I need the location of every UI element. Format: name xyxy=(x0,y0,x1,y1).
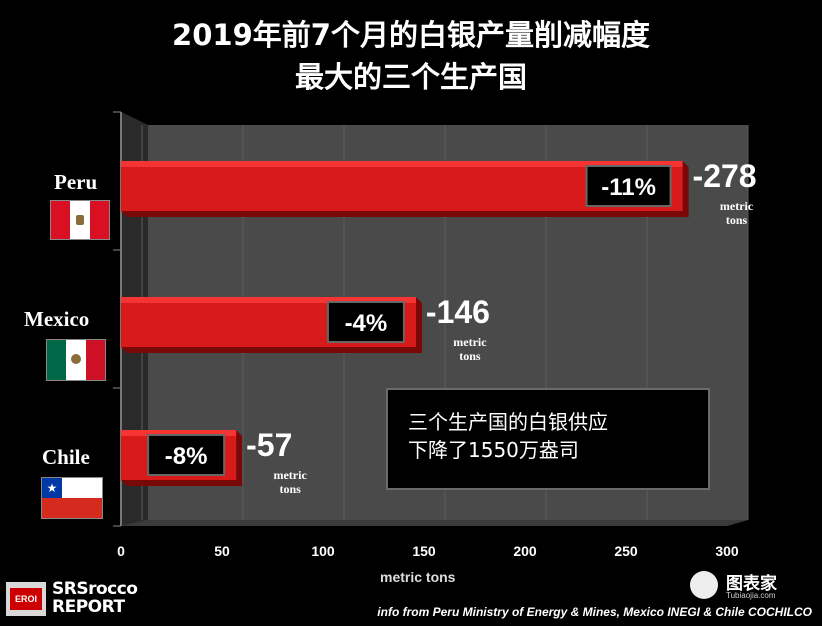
x-tick-label: 150 xyxy=(412,543,436,559)
summary-callout: 三个生产国的白银供应 下降了1550万盎司 xyxy=(386,388,710,490)
headphones-logo-icon xyxy=(690,571,718,599)
percent-label-chile: -8% xyxy=(165,443,208,470)
value-label-chile: -57 xyxy=(246,427,292,463)
x-tick-label: 100 xyxy=(311,543,335,559)
tubiaojia-watermark: 图表家 Tubiaojia.com xyxy=(690,569,810,603)
value-label-peru: -278 xyxy=(693,158,757,194)
country-label-mexico: Mexico xyxy=(24,307,90,331)
bar-highlight-chile xyxy=(121,430,237,436)
unit-label-line1: metric xyxy=(720,199,754,213)
eroi-badge-icon: EROI xyxy=(6,582,46,616)
percent-label-box xyxy=(147,434,226,476)
percent-label-box xyxy=(585,165,672,207)
x-tick-label: 200 xyxy=(513,543,537,559)
country-label-peru: Peru xyxy=(54,170,98,194)
x-axis-label: metric tons xyxy=(380,569,456,585)
source-note: info from Peru Ministry of Energy & Mine… xyxy=(377,605,812,619)
chart-floor xyxy=(121,520,748,526)
unit-label-line2: tons xyxy=(726,213,748,227)
x-tick-label: 250 xyxy=(614,543,638,559)
bar-depth-chile xyxy=(121,430,243,486)
bar-highlight-mexico xyxy=(121,297,416,303)
mexico-flag-icon xyxy=(46,339,106,381)
unit-label-line1: metric xyxy=(453,335,487,349)
chart-subtitle: 最大的三个生产国 xyxy=(294,60,527,94)
callout-line-1: 三个生产国的白银供应 xyxy=(408,410,608,434)
percent-label-peru: -11% xyxy=(601,174,656,201)
chart-title: 2019年前7个月的白银产量削减幅度 xyxy=(172,18,650,52)
bar-highlight-peru xyxy=(121,161,683,167)
country-label-chile: Chile xyxy=(42,445,90,469)
chile-flag-icon: ★ xyxy=(41,477,103,519)
x-tick-label: 0 xyxy=(117,543,125,559)
srsrocco-logo: EROI SRSrocco REPORT xyxy=(6,580,162,620)
callout-line-2: 下降了1550万盎司 xyxy=(408,438,579,462)
x-tick-label: 300 xyxy=(715,543,739,559)
peru-flag-icon xyxy=(50,200,110,240)
unit-label-line1: metric xyxy=(273,468,307,482)
value-label-mexico: -146 xyxy=(426,294,490,330)
percent-label-mexico: -4% xyxy=(345,310,388,337)
percent-label-box xyxy=(326,301,405,343)
unit-label-line2: tons xyxy=(459,349,481,363)
bar-depth-mexico xyxy=(121,297,422,353)
bar-depth-peru xyxy=(121,161,689,217)
unit-label-line2: tons xyxy=(279,482,301,496)
x-tick-label: 50 xyxy=(214,543,230,559)
